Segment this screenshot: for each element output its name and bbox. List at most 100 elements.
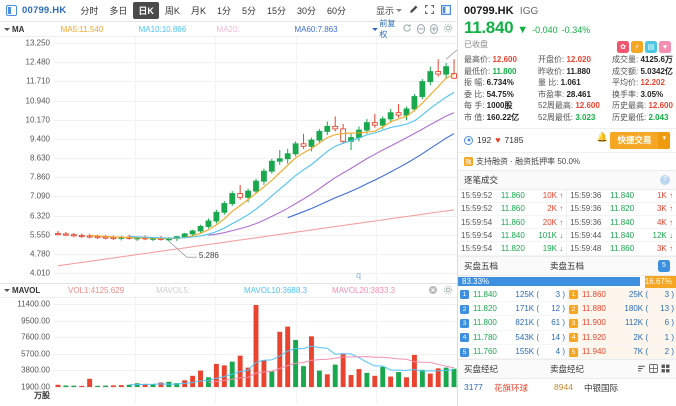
settings-icon[interactable] [443, 23, 453, 35]
price-tick-label: 11.710 [26, 76, 50, 86]
tick-price: 11.820 [500, 243, 525, 253]
quote-stat-value: 12.600 [490, 55, 517, 64]
quote-stat: 市 值: 160.22亿 [464, 112, 538, 124]
bell-icon[interactable]: 🔔 [596, 131, 608, 142]
period-tab-6[interactable]: 5分 [241, 6, 256, 16]
panel-icon[interactable] [6, 5, 17, 16]
buy-sell-ratio-bar: 83.33% 16.67% [458, 275, 676, 288]
period-tab-7[interactable]: 15分 [266, 6, 286, 16]
volume-indicator-bar: MAVOL VOL1:4125.629 MAVOL5: MAVOL10:3688… [0, 283, 457, 298]
sell-qty: 180K ( [614, 301, 650, 316]
mavol10-value: MAVOL10:3688.3 [244, 286, 308, 295]
heart-icon[interactable]: ♥ [495, 135, 501, 146]
sell-price: 11.900 [580, 315, 614, 331]
tick-time: 15:59:54 [461, 230, 493, 240]
buy-price: 11.840 [473, 289, 497, 299]
orderbook-row[interactable]: 1 11.840 125K (3 ) 1 11.860 25K (3 ) [458, 287, 676, 302]
margin-flag-icon: 融 [464, 156, 473, 166]
buy-broker-name: 花旗环球 [494, 383, 529, 394]
depth-badge[interactable]: 5 [658, 259, 670, 272]
price-chart[interactable]: 13.250 12.480 11.710 10.940 10.170 9.400 8.630… [0, 37, 457, 283]
buy-qty: 125K ( [515, 289, 539, 299]
refresh-icon[interactable] [402, 23, 412, 35]
sell-broker-name: 中银国际 [584, 383, 619, 394]
buy-qty: 171K ( [515, 304, 539, 314]
quote-header: 00799.HK IGG 11.840 ▼ -0.040 -0.34% 已收盘 [458, 0, 676, 52]
buy-level: 2 [458, 301, 471, 315]
tick-time: 15:59:44 [566, 228, 608, 242]
orderbook-row[interactable]: 3 11.800 821K (61 ) 3 11.900 112K (6 ) [458, 315, 676, 331]
grid-icon[interactable] [649, 364, 658, 375]
list-icon[interactable] [661, 364, 670, 375]
volume-tick-label: 1900.00 [21, 382, 50, 392]
zoom-out-icon[interactable] [416, 24, 425, 34]
buy-price: 11.820 [473, 304, 497, 314]
sell-level: 3 [567, 315, 580, 331]
tick-row: 15:59:54 11.860 20K ↑ 15:59:36 11.840 4K ↑ [458, 215, 676, 229]
volume-chart[interactable]: 11400.00 9500.00 7600.00 5700.00 3800.00 1900… [0, 298, 457, 403]
layout-icon[interactable] [441, 4, 451, 17]
quote-stat-label: 市 值: [464, 112, 485, 122]
margin-text: 支持融资 · 融资抵押率 50.0% [476, 156, 581, 166]
ma10-value: MA10:10.866 [138, 24, 187, 34]
mavol-toggle[interactable]: MAVOL [4, 286, 68, 295]
tick-row: 15:59:52 11.860 2K ↑ 15:59:36 11.820 3K ↑ [458, 202, 676, 216]
period-tab-1[interactable]: 多日 [109, 6, 128, 16]
period-tab-9[interactable]: 60分 [327, 6, 347, 16]
gridline-v [134, 37, 136, 283]
sell-count: 13 ) [650, 301, 676, 316]
quote-stat-value: 160.22亿 [484, 112, 520, 122]
chart-toolbar: 00799.HK 分时 多日 日K 周K 月K 1分 5分 15分 30分 60分 显示 [0, 0, 457, 22]
gridline-v [376, 37, 378, 283]
quote-stat-label: 最低价: [464, 66, 491, 76]
orderbook-row[interactable]: 2 11.820 171K (12 ) 2 11.880 180K (13 ) [458, 301, 676, 316]
orderbook-row[interactable]: 4 11.780 543K (14 ) 4 11.920 2K (1 ) [458, 330, 676, 345]
sell-qty: 25K ( [614, 287, 650, 302]
period-tab-4[interactable]: 月K [190, 6, 206, 16]
price-tick-label: 7.090 [29, 191, 50, 201]
orderbook-row[interactable]: 5 11.760 155K (4 ) 5 11.940 7K (2 ) [458, 344, 676, 359]
period-tab-5[interactable]: 1分 [216, 6, 231, 16]
pencil-icon[interactable] [409, 5, 418, 16]
quick-trade-group[interactable]: 🔔 快捷交易 ▾ [596, 131, 670, 149]
period-tab-3[interactable]: 周K [164, 6, 180, 16]
sort-icon[interactable] [637, 364, 646, 375]
period-tab-2[interactable]: 日K [133, 2, 159, 19]
quote-stat: 委 比: 54.75% [464, 89, 538, 101]
sell-price: 11.860 [580, 287, 614, 302]
ma-toggle[interactable]: MA [4, 25, 61, 34]
tick-time: 15:59:52 [461, 191, 493, 201]
display-dropdown[interactable]: 显示 [376, 4, 402, 17]
quote-stat-label: 量 比: [538, 78, 559, 88]
gridline-v [295, 37, 297, 283]
quick-trade-button[interactable]: 快捷交易 [610, 131, 659, 149]
market-status: 已收盘 [464, 40, 488, 49]
chart-badge[interactable]: ▤ [645, 41, 657, 53]
settings-icon[interactable] [443, 285, 453, 297]
hk-badge[interactable]: ✿ [617, 41, 629, 53]
quote-stat-value: 12.202 [638, 78, 665, 88]
badge-group: ✿ ⚡ ▤ ♥ [617, 41, 671, 53]
buy-level: 1 [458, 288, 471, 302]
quote-stat-label: 52周最高: [538, 101, 574, 111]
adjust-dropdown[interactable]: 前复权 [372, 18, 396, 40]
zoom-in-icon[interactable] [429, 24, 439, 34]
volume-plot-area[interactable] [54, 298, 457, 403]
chevron-down-icon [4, 27, 10, 31]
fullscreen-icon[interactable] [425, 5, 434, 16]
tick-volume: 2K ↑ [547, 204, 564, 214]
quote-stat-value: 6.734% [484, 78, 514, 88]
period-tab-8[interactable]: 30分 [297, 6, 317, 16]
period-tab-0[interactable]: 分时 [80, 6, 99, 16]
heart-badge[interactable]: ♥ [659, 41, 671, 53]
flash-badge[interactable]: ⚡ [631, 41, 643, 53]
tick-volume: 19K ↓ [542, 243, 564, 253]
price-plot-area[interactable]: 12.6005.286 [54, 37, 457, 283]
chevron-down-icon[interactable]: ▾ [658, 131, 670, 149]
margin-info: 融 支持融资 · 融资抵押率 50.0% [458, 151, 676, 170]
help-icon[interactable]: ? [660, 174, 670, 185]
quote-stats-grid: 最高价: 12.600 开盘价: 12.020 成交量: 4125.6万 最低价: 1… [458, 52, 676, 126]
gridline [54, 100, 457, 102]
close-icon[interactable] [428, 285, 438, 297]
